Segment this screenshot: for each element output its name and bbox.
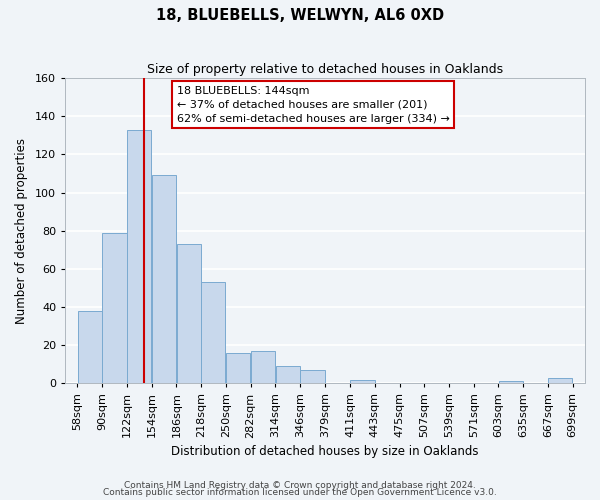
Bar [300,370,325,384]
X-axis label: Distribution of detached houses by size in Oaklands: Distribution of detached houses by size … [171,444,479,458]
Text: 18 BLUEBELLS: 144sqm
← 37% of detached houses are smaller (201)
62% of semi-deta: 18 BLUEBELLS: 144sqm ← 37% of detached h… [177,86,450,124]
Bar [176,244,201,384]
Bar [103,232,127,384]
Text: 18, BLUEBELLS, WELWYN, AL6 0XD: 18, BLUEBELLS, WELWYN, AL6 0XD [156,8,444,22]
Title: Size of property relative to detached houses in Oaklands: Size of property relative to detached ho… [147,62,503,76]
Bar [127,130,151,384]
Text: Contains HM Land Registry data © Crown copyright and database right 2024.: Contains HM Land Registry data © Crown c… [124,480,476,490]
Text: Contains public sector information licensed under the Open Government Licence v3: Contains public sector information licen… [103,488,497,497]
Y-axis label: Number of detached properties: Number of detached properties [15,138,28,324]
Bar [78,311,102,384]
Bar [275,366,299,384]
Bar [226,353,250,384]
Bar [251,351,275,384]
Bar [548,378,572,384]
Bar [202,282,226,384]
Bar [350,380,374,384]
Bar [499,382,523,384]
Bar [152,176,176,384]
